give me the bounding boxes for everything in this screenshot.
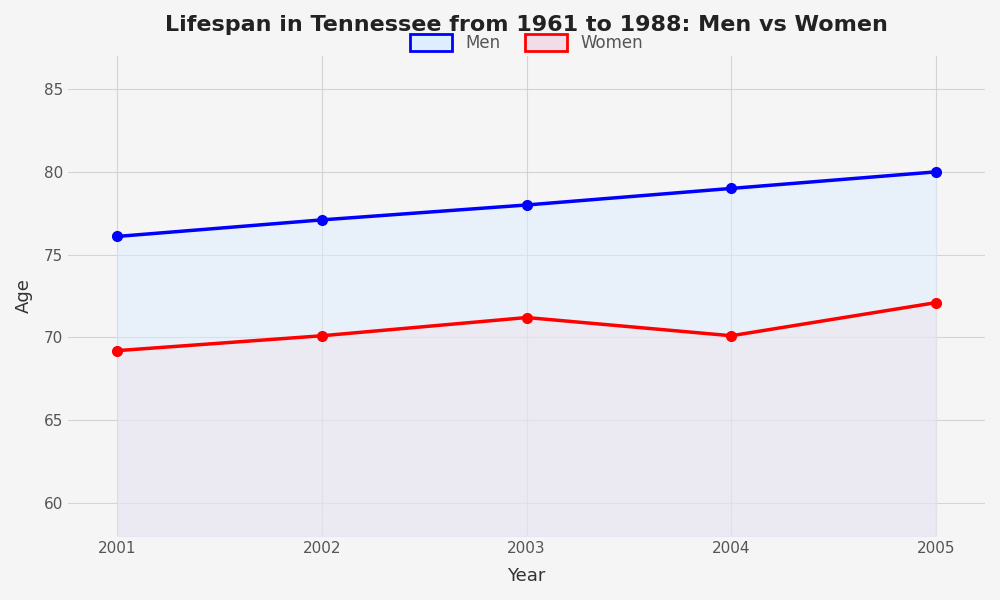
Title: Lifespan in Tennessee from 1961 to 1988: Men vs Women: Lifespan in Tennessee from 1961 to 1988:… [165, 15, 888, 35]
Legend: Men, Women: Men, Women [402, 26, 651, 61]
X-axis label: Year: Year [507, 567, 546, 585]
Y-axis label: Age: Age [15, 278, 33, 313]
